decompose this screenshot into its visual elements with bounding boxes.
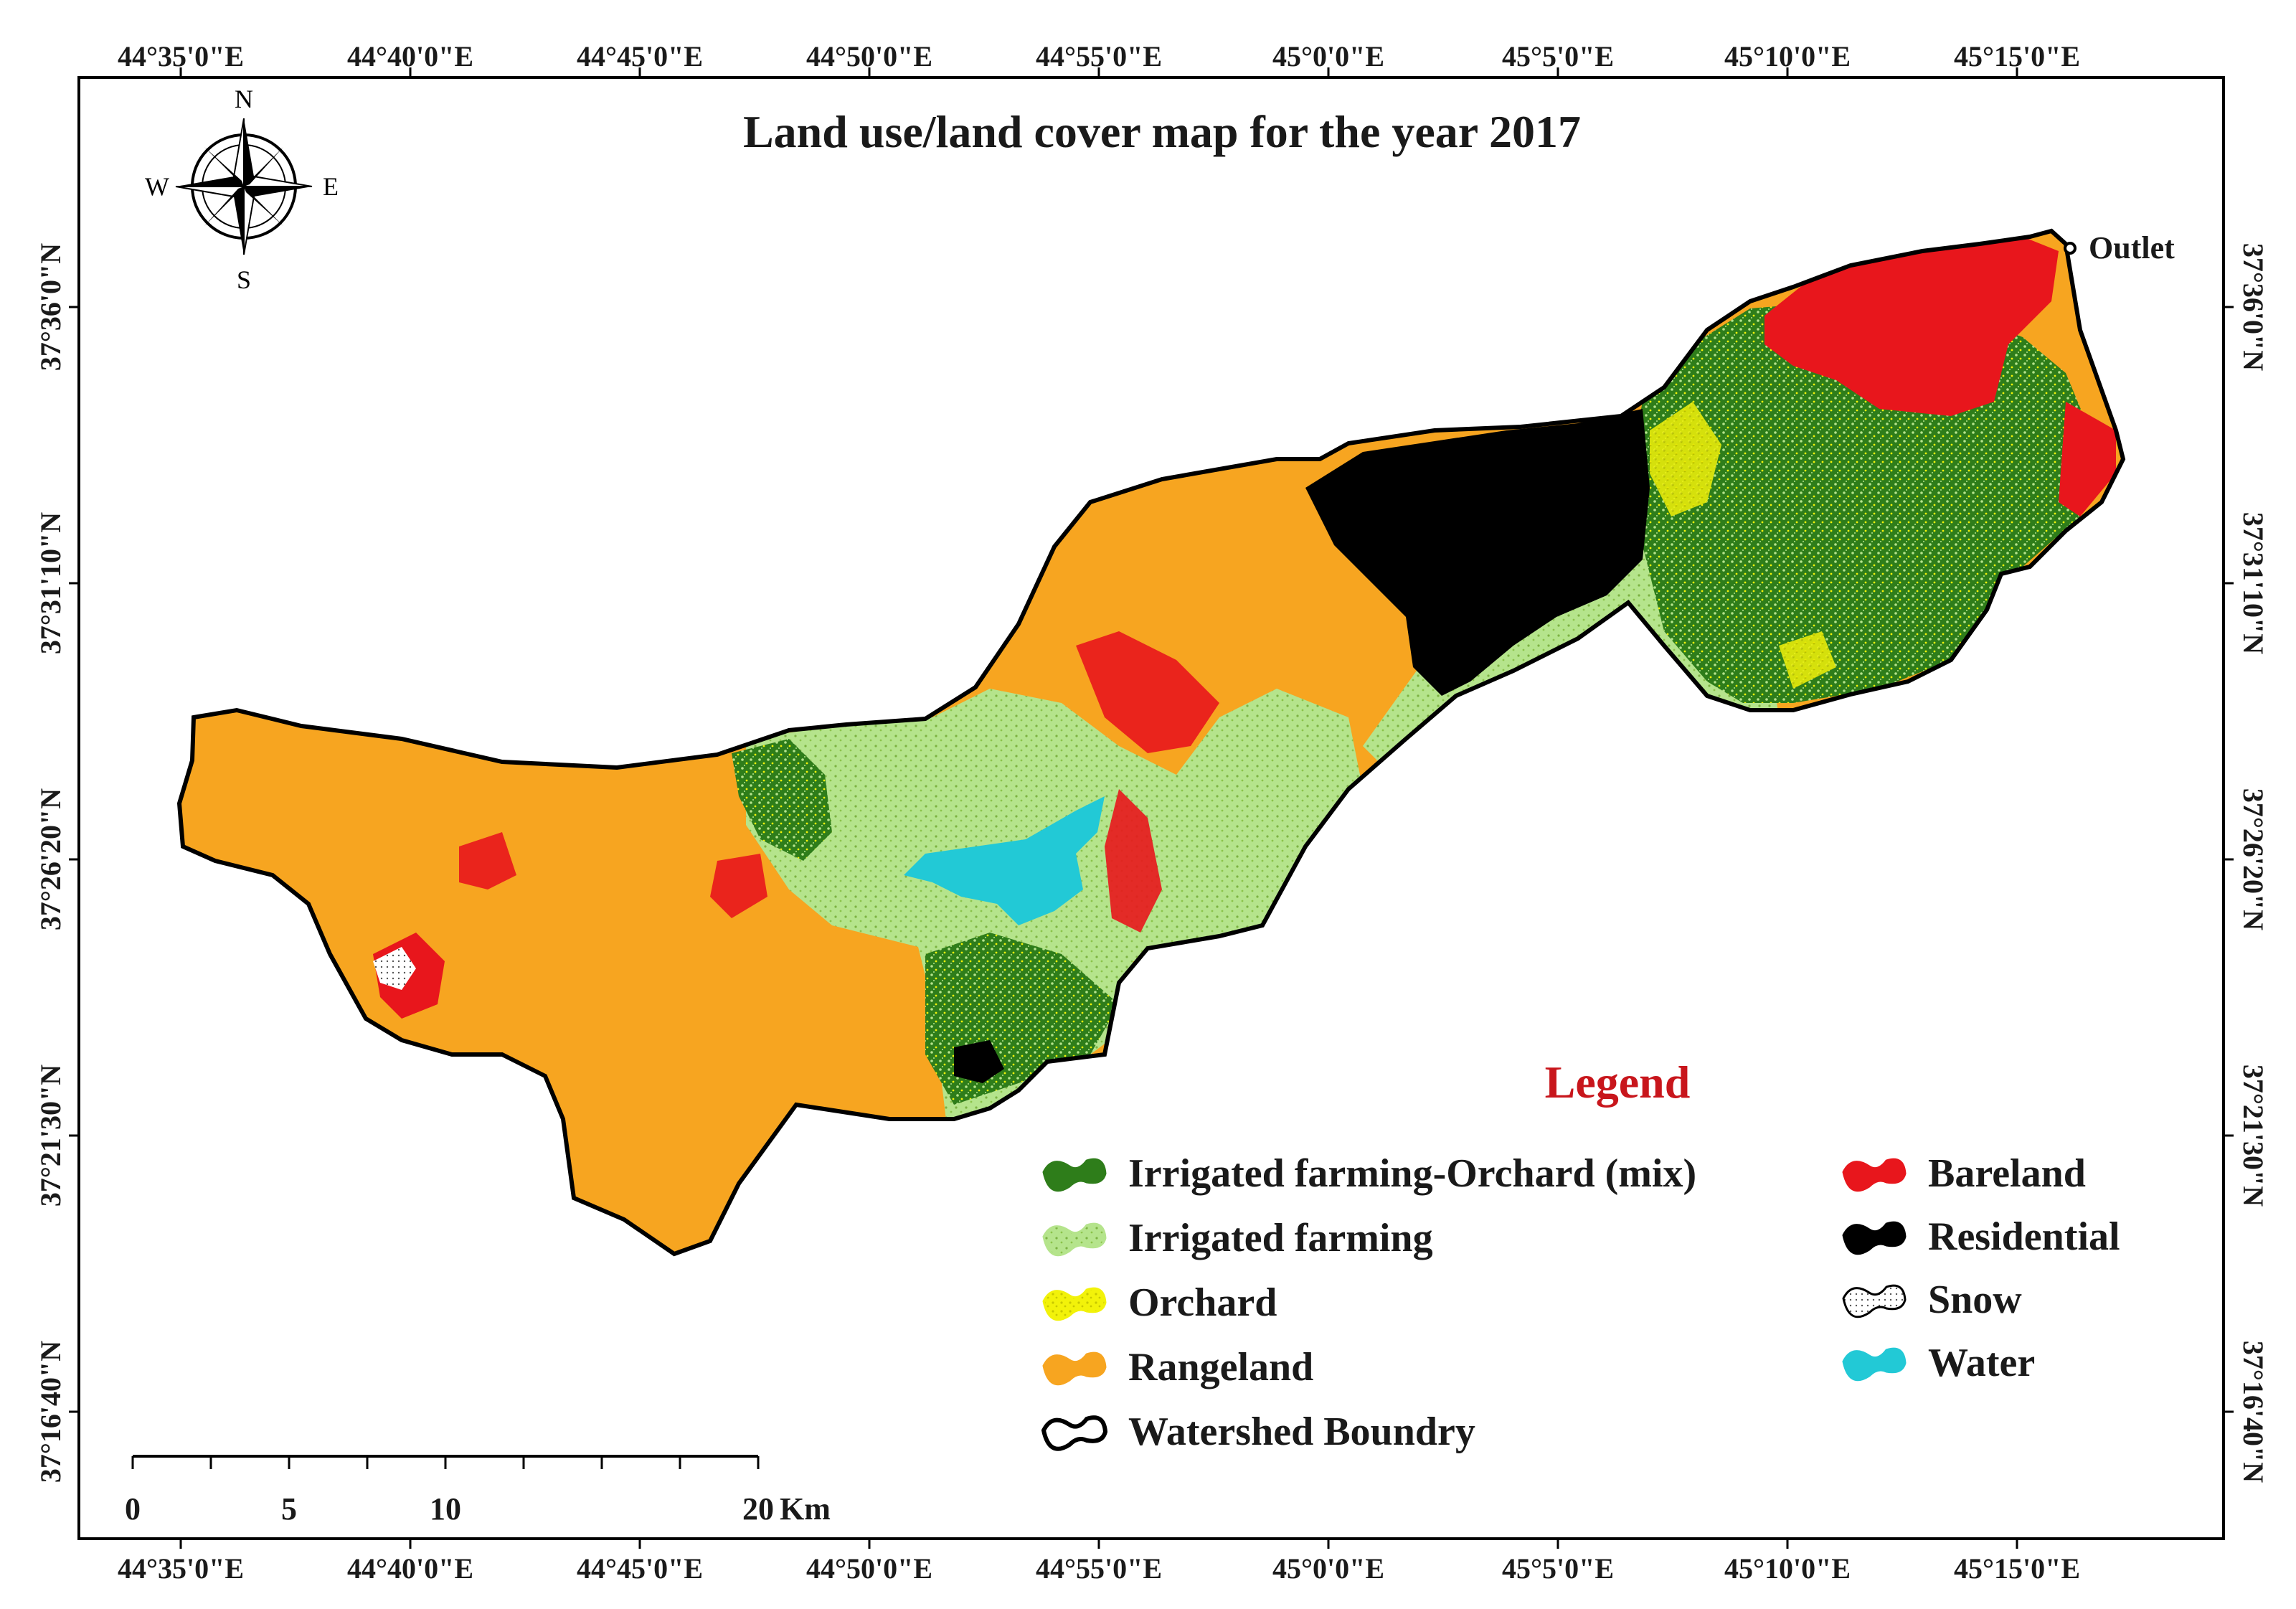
lon-label-top: 44°50'0"E	[806, 40, 932, 72]
legend-label: Watershed Boundry	[1128, 1410, 1475, 1454]
lon-label-top: 44°55'0"E	[1036, 40, 1162, 72]
scale-bar: 0 5 10 20 Km	[125, 1455, 831, 1527]
map-border	[77, 76, 2225, 1540]
lat-label-left: 37°26'20"N	[34, 788, 67, 930]
lon-label-top: 45°5'0"E	[1502, 40, 1614, 72]
lon-label-bottom: 45°5'0"E	[1502, 1552, 1614, 1585]
legend-swatch	[1042, 1158, 1107, 1192]
legend-swatch	[1042, 1351, 1107, 1386]
orchard-area-2	[1779, 631, 1836, 689]
legend-swatch	[1842, 1221, 1907, 1255]
lon-label-bottom: 44°50'0"E	[806, 1552, 932, 1585]
legend-label: Water	[1928, 1341, 2035, 1385]
bareland-central	[1076, 631, 1219, 753]
legend: Legend Irrigated farming-Orchard (mix)Ir…	[1041, 1057, 2120, 1454]
legend-swatch	[1842, 1158, 1907, 1192]
legend-swatch	[1842, 1284, 1907, 1318]
compass-n: N	[235, 85, 253, 113]
lon-label-bottom: 45°15'0"E	[1954, 1552, 2080, 1585]
residential-south	[954, 1040, 1004, 1083]
lat-label-left: 37°16'40"N	[34, 1341, 67, 1483]
lon-label-bottom: 44°40'0"E	[347, 1552, 473, 1585]
map-frame: 44°35'0"E 44°35'0"E 44°40'0"E 44°40'0"E 44°4…	[34, 40, 2269, 1585]
legend-label: Irrigated farming	[1128, 1216, 1433, 1260]
legend-left-column: Irrigated farming-Orchard (mix) Irrigated…	[1041, 1151, 1696, 1454]
outlet-label: Outlet	[2089, 230, 2175, 265]
legend-heading: Legend	[1545, 1057, 1691, 1108]
lon-label-top: 45°0'0"E	[1272, 40, 1384, 72]
lon-label-top: 45°15'0"E	[1954, 40, 2080, 72]
scale-label: 10	[430, 1491, 461, 1527]
lon-label-top: 44°45'0"E	[577, 40, 703, 72]
scale-label: 20	[742, 1491, 774, 1527]
compass-rose-icon: N S E W	[145, 85, 339, 294]
compass-w: W	[145, 172, 169, 201]
bareland-patch-3	[710, 854, 767, 918]
lat-label-left: 37°31'10"N	[34, 512, 67, 654]
legend-label: Irrigated farming-Orchard (mix)	[1128, 1151, 1696, 1196]
water-reservoir	[904, 796, 1105, 925]
legend-label: Snow	[1928, 1278, 2022, 1322]
orchard-area	[1650, 402, 1721, 516]
compass-e: E	[323, 172, 339, 201]
legend-swatch	[1842, 1347, 1907, 1382]
legend-swatch	[1041, 1415, 1108, 1451]
lat-label-right: 37°36'0"N	[2237, 243, 2269, 371]
lon-label-bottom: 44°45'0"E	[577, 1552, 703, 1585]
compass-s: S	[237, 265, 251, 294]
residential-large	[1305, 409, 1650, 696]
snow-area	[373, 947, 416, 990]
scale-unit: Km	[780, 1491, 831, 1527]
legend-label: Bareland	[1928, 1151, 2086, 1196]
mix-patch-west	[732, 739, 832, 861]
legend-swatch	[1042, 1222, 1107, 1257]
legend-right-column: Bareland Residential Snow Water	[1842, 1151, 2120, 1385]
lon-label-bottom: 45°10'0"E	[1724, 1552, 1851, 1585]
bareland-central-2	[1105, 789, 1162, 933]
scale-label: 5	[281, 1491, 297, 1527]
scale-label: 0	[125, 1491, 141, 1527]
lat-label-right: 37°31'10"N	[2237, 512, 2269, 654]
bareland-ne	[1764, 237, 2059, 416]
lon-label-top: 45°10'0"E	[1724, 40, 1851, 72]
map-title: Land use/land cover map for the year 201…	[743, 106, 1581, 157]
lon-label-bottom: 44°35'0"E	[118, 1552, 244, 1585]
lat-label-left: 37°36'0"N	[34, 243, 67, 371]
lon-label-top: 44°40'0"E	[347, 40, 473, 72]
lon-label-bottom: 44°55'0"E	[1036, 1552, 1162, 1585]
lon-label-bottom: 45°0'0"E	[1272, 1552, 1384, 1585]
bareland-patch-4	[459, 832, 516, 890]
legend-label: Rangeland	[1128, 1345, 1313, 1389]
watershed-landcover	[179, 231, 2123, 1254]
lon-label-top: 44°35'0"E	[118, 40, 244, 72]
lat-label-right: 37°16'40"N	[2237, 1341, 2269, 1483]
legend-label: Residential	[1928, 1214, 2120, 1259]
legend-swatch	[1042, 1287, 1107, 1321]
bareland-east-edge	[2059, 402, 2116, 516]
legend-label: Orchard	[1128, 1280, 1277, 1325]
lat-label-right: 37°26'20"N	[2237, 788, 2269, 930]
lat-label-left: 37°21'30"N	[34, 1065, 67, 1207]
lat-label-right: 37°21'30"N	[2237, 1065, 2269, 1207]
outlet-marker	[2064, 242, 2077, 255]
